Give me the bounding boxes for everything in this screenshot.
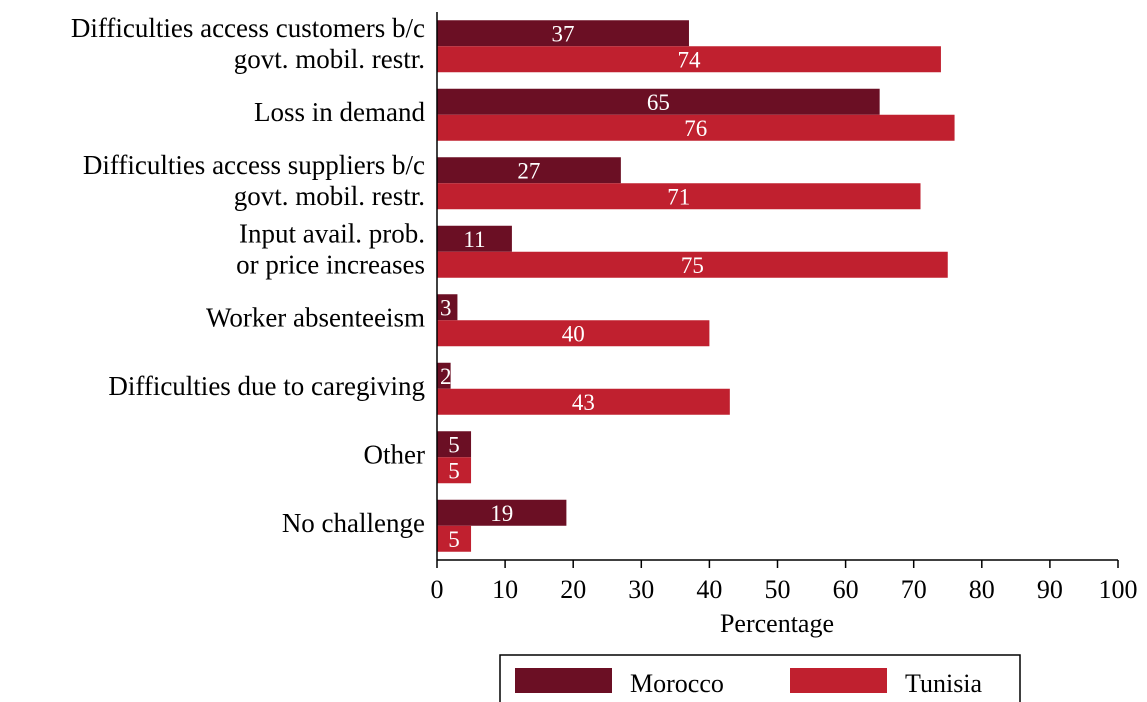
y-tick-label: No challenge [282, 508, 425, 538]
bar [437, 457, 472, 484]
x-tick-label: 40 [696, 575, 722, 604]
legend-label: Tunisia [905, 669, 983, 698]
y-tick-label: Input avail. prob. or price increases [236, 218, 425, 279]
x-axis-label: Percentage [720, 609, 834, 638]
value-label: 5 [448, 527, 460, 552]
y-tick-label: Worker absenteeism [206, 302, 425, 332]
y-tick-label: Difficulties access suppliers b/c govt. m… [83, 150, 425, 211]
bar [437, 388, 730, 415]
bar [437, 88, 880, 115]
legend-box [499, 654, 1021, 702]
value-label: 75 [681, 253, 704, 278]
bar [437, 157, 621, 184]
bar [437, 294, 458, 321]
y-tick-label: Other [364, 439, 425, 469]
value-label: 40 [562, 322, 585, 347]
bar [437, 320, 710, 347]
legend-label: Morocco [630, 669, 724, 698]
legend-swatch [515, 668, 612, 693]
bar [437, 431, 472, 458]
value-label: 5 [448, 459, 460, 484]
legend-swatch [790, 668, 887, 693]
value-label: 71 [667, 185, 690, 210]
bar [437, 20, 689, 47]
x-tick-label: 70 [901, 575, 927, 604]
bar [437, 362, 451, 389]
bar [437, 183, 921, 210]
value-label: 2 [440, 364, 452, 389]
value-label: 5 [448, 433, 460, 458]
x-tick-label: 10 [492, 575, 518, 604]
value-label: 65 [647, 90, 670, 115]
value-label: 27 [517, 159, 540, 184]
bar [437, 251, 948, 278]
x-tick-label: 0 [431, 575, 444, 604]
value-label: 76 [684, 116, 707, 141]
bar [437, 46, 941, 73]
bar [437, 225, 512, 252]
x-tick-label: 20 [560, 575, 586, 604]
x-tick-label: 50 [765, 575, 791, 604]
bar [437, 525, 472, 552]
y-tick-label: Difficulties due to caregiving [108, 371, 425, 401]
y-tick-label: Loss in demand [254, 97, 425, 127]
value-label: 43 [572, 390, 595, 415]
x-tick-label: 80 [969, 575, 995, 604]
y-tick-label: Difficulties access customers b/c govt. m… [71, 13, 425, 74]
x-tick-label: 30 [628, 575, 654, 604]
x-tick-label: 100 [1099, 575, 1138, 604]
value-label: 11 [463, 227, 485, 252]
value-label: 37 [551, 22, 574, 47]
value-label: 19 [490, 501, 513, 526]
bar [437, 114, 955, 141]
x-tick-label: 60 [833, 575, 859, 604]
value-label: 3 [440, 296, 452, 321]
value-label: 74 [677, 48, 701, 73]
bar [437, 499, 567, 526]
x-tick-label: 90 [1037, 575, 1063, 604]
